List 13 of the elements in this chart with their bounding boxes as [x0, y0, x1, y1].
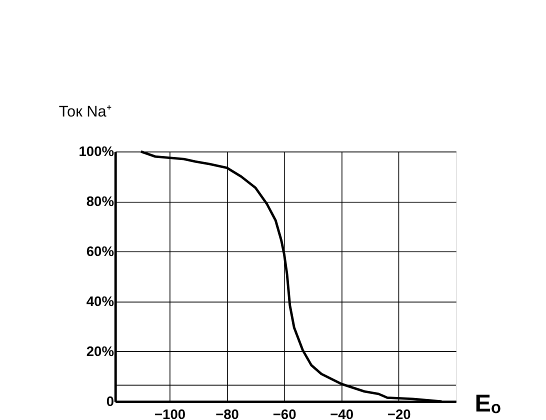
- x-tick-label: −40: [330, 406, 354, 420]
- x-tick-label: −60: [272, 406, 297, 420]
- y-tick-label: 40%: [86, 294, 114, 309]
- x-tick-label: −100: [154, 406, 186, 420]
- x-axis-title: Eₒ: [474, 390, 501, 418]
- x-tick-label: −80: [216, 406, 240, 420]
- y-tick-label: 60%: [86, 244, 114, 259]
- y-tick-label: 20%: [86, 344, 114, 359]
- y-tick-label: 80%: [86, 194, 114, 209]
- y-tick-label: 100%: [78, 144, 114, 160]
- y-axis-title: Ток Na⁺: [58, 103, 112, 120]
- y-tick-label: 0: [106, 394, 114, 409]
- x-tick-label: −20: [387, 406, 412, 420]
